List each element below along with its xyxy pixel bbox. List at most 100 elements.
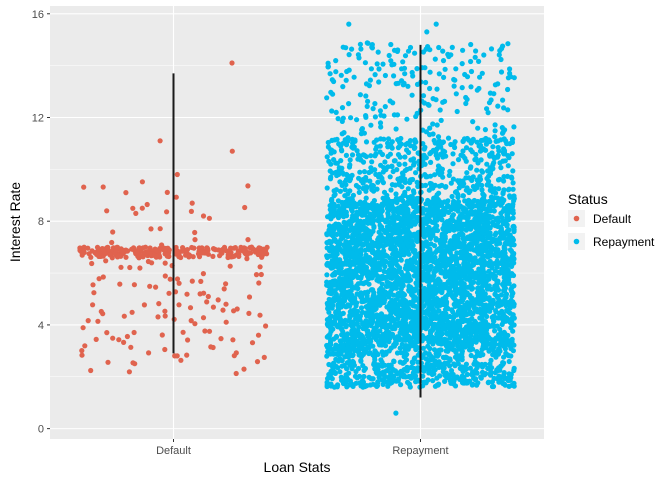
data-point — [499, 125, 505, 131]
data-point — [406, 215, 412, 221]
data-point — [360, 379, 366, 385]
data-point — [330, 272, 336, 278]
data-point — [420, 345, 426, 351]
data-point — [388, 288, 394, 294]
data-point — [384, 241, 390, 247]
data-point — [391, 249, 397, 255]
data-point — [415, 276, 421, 282]
data-point — [377, 302, 383, 308]
data-point — [497, 160, 503, 166]
data-point — [430, 131, 436, 137]
data-point — [463, 276, 470, 282]
data-point — [500, 311, 506, 317]
data-point — [442, 238, 448, 244]
data-point — [440, 365, 446, 372]
data-point — [427, 125, 433, 131]
data-point — [443, 273, 449, 279]
data-point — [387, 362, 393, 368]
data-point — [449, 193, 455, 200]
data-point — [474, 365, 480, 371]
data-point — [407, 143, 414, 149]
data-point — [386, 329, 392, 336]
data-point — [468, 295, 474, 302]
data-point — [413, 269, 419, 275]
data-point — [162, 273, 168, 279]
data-point — [390, 228, 396, 234]
y-tick-label: 0 — [38, 424, 44, 436]
data-point — [357, 41, 363, 47]
data-point — [406, 325, 413, 331]
data-point — [372, 101, 378, 107]
data-point — [499, 337, 505, 343]
data-point — [340, 84, 346, 90]
data-point — [381, 268, 387, 274]
data-point — [118, 264, 124, 270]
data-point — [374, 186, 380, 192]
data-point — [440, 48, 446, 54]
data-point — [233, 350, 239, 356]
data-point — [377, 242, 383, 249]
data-point — [508, 209, 514, 215]
data-point — [439, 319, 445, 325]
data-point — [363, 318, 369, 324]
data-point — [114, 244, 121, 250]
data-point — [336, 165, 342, 171]
data-point — [377, 120, 384, 126]
data-point — [503, 303, 509, 309]
data-point — [343, 152, 349, 158]
data-point — [332, 369, 338, 375]
data-point — [123, 254, 129, 260]
data-point — [431, 196, 437, 202]
data-point — [242, 204, 248, 211]
data-point — [451, 234, 457, 240]
data-point — [255, 251, 261, 258]
data-point — [463, 145, 470, 151]
data-point — [328, 362, 334, 368]
data-point — [227, 263, 233, 269]
series-repayment — [324, 21, 517, 416]
data-point — [493, 190, 499, 196]
data-point — [452, 144, 458, 151]
data-point — [201, 290, 207, 296]
data-point — [441, 355, 448, 361]
data-point — [442, 378, 448, 384]
data-point — [180, 329, 186, 335]
data-point — [82, 343, 88, 349]
data-point — [186, 254, 192, 260]
outlier-point — [104, 208, 110, 214]
data-point — [464, 318, 470, 324]
data-point — [501, 372, 507, 378]
data-point — [363, 114, 369, 120]
data-point — [380, 169, 386, 175]
data-point — [403, 337, 409, 343]
data-point — [456, 289, 462, 295]
data-point — [367, 350, 373, 356]
data-point — [430, 341, 436, 347]
data-point — [462, 155, 468, 161]
data-point — [466, 210, 472, 216]
data-point — [386, 219, 392, 226]
data-point — [467, 165, 473, 171]
outlier-point — [157, 138, 163, 144]
data-point — [499, 341, 505, 347]
data-point — [508, 297, 514, 304]
data-point — [376, 363, 382, 369]
data-point — [488, 46, 495, 52]
data-point — [488, 336, 494, 342]
data-point — [404, 234, 410, 240]
data-point — [372, 72, 378, 78]
data-point — [79, 352, 85, 358]
data-point — [376, 215, 382, 221]
data-point — [333, 187, 339, 193]
data-point — [485, 254, 491, 260]
data-point — [359, 126, 365, 132]
data-point — [400, 243, 406, 249]
data-point — [449, 344, 455, 350]
data-point — [414, 297, 420, 303]
data-point — [463, 361, 469, 367]
data-point — [187, 305, 194, 311]
data-point — [342, 199, 348, 205]
data-point — [423, 243, 430, 249]
data-point — [484, 326, 490, 332]
data-point — [89, 260, 95, 267]
